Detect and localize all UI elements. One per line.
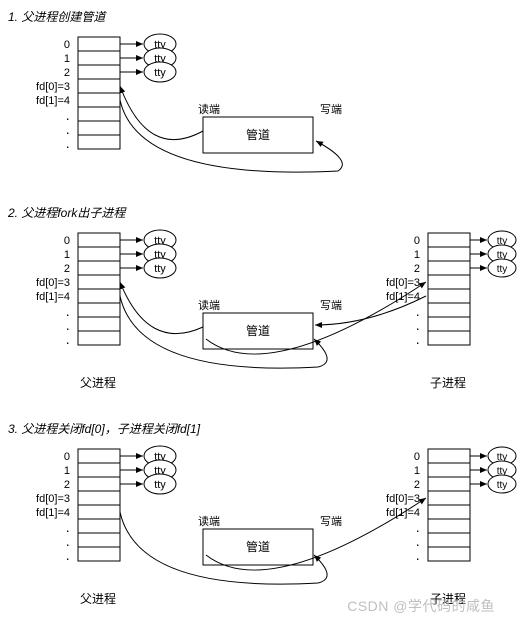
svg-text:tty: tty: [497, 264, 508, 275]
svg-text:0: 0: [414, 235, 420, 247]
tty-label: tty: [154, 67, 166, 79]
parent-table-3: 0 1 2 fd[0]=3 fd[1]=4 · · ·: [36, 449, 120, 566]
pipe-label: 管道: [246, 127, 270, 142]
svg-text:2: 2: [414, 263, 420, 275]
svg-text:写端: 写端: [320, 299, 342, 312]
svg-text:fd[0]=3: fd[0]=3: [386, 493, 420, 505]
diagram-3: 0 1 2 fd[0]=3 fd[1]=4 · · · tty tty tty …: [8, 443, 518, 618]
svg-text:0: 0: [414, 451, 420, 463]
svg-text:父进程: 父进程: [80, 591, 116, 606]
svg-text:tty: tty: [497, 480, 508, 491]
tty-group: tty tty tty: [120, 34, 176, 82]
dots: ·: [65, 138, 70, 154]
svg-text:管道: 管道: [246, 323, 270, 338]
svg-text:fd[0]=3: fd[0]=3: [36, 493, 70, 505]
pipe-box: 管道 读端 写端: [198, 102, 342, 153]
diagram-2: 0 1 2 fd[0]=3 fd[1]=4 · · · tty tty tty …: [8, 227, 518, 402]
svg-text:2: 2: [64, 479, 70, 491]
section-3: 3. 父进程关闭fd[0]，子进程关闭fd[1] 0 1 2 fd[0]=3 f…: [8, 420, 515, 618]
parent-tty-3: tty tty tty: [120, 446, 176, 494]
svg-text:tty: tty: [154, 479, 166, 491]
svg-text:子进程: 子进程: [430, 591, 466, 606]
child-caption: 子进程: [430, 375, 466, 390]
svg-text:fd[1]=4: fd[1]=4: [36, 291, 70, 303]
svg-text:·: ·: [65, 334, 70, 350]
section-3-title: 3. 父进程关闭fd[0]，子进程关闭fd[1]: [8, 420, 515, 437]
svg-text:·: ·: [415, 334, 420, 350]
svg-text:读端: 读端: [198, 298, 220, 312]
edge-read: [120, 86, 203, 140]
child-tty-3: tty tty tty: [470, 447, 516, 493]
svg-text:2: 2: [64, 263, 70, 275]
svg-text:·: ·: [415, 550, 420, 566]
edge-parent-read: [120, 282, 203, 334]
svg-text:0: 0: [64, 451, 70, 463]
parent-tty: tty tty tty: [120, 230, 176, 278]
svg-text:1: 1: [64, 465, 70, 477]
fd0-label: fd[0]=3: [36, 81, 70, 93]
svg-text:1: 1: [414, 465, 420, 477]
section-1-title: 1. 父进程创建管道: [8, 8, 515, 25]
svg-text:fd[0]=3: fd[0]=3: [386, 277, 420, 289]
svg-text:1: 1: [64, 249, 70, 261]
parent-caption: 父进程: [80, 375, 116, 390]
fd1-label: fd[1]=4: [36, 95, 70, 107]
read-end-label: 读端: [198, 102, 220, 116]
diagram-1: 0 1 2 fd[0]=3 fd[1]=4 · · · tty tty tty …: [8, 31, 508, 186]
svg-text:tty: tty: [154, 263, 166, 275]
child-table-3: 0 1 2 fd[0]=3 fd[1]=4 · · ·: [386, 449, 470, 566]
svg-text:写端: 写端: [320, 515, 342, 528]
section-1: 1. 父进程创建管道 0 1 2 fd[0]=3 fd[1]=4 · · ·: [8, 8, 515, 186]
svg-text:·: ·: [65, 550, 70, 566]
section-2-title: 2. 父进程fork出子进程: [8, 204, 515, 221]
parent-table: 0 1 2 fd[0]=3 fd[1]=4 · · ·: [36, 233, 120, 350]
svg-text:fd[0]=3: fd[0]=3: [36, 277, 70, 289]
pipe-box-3: 管道 读端 写端: [198, 514, 342, 565]
row-label: 1: [64, 53, 70, 65]
svg-text:管道: 管道: [246, 539, 270, 554]
svg-text:1: 1: [414, 249, 420, 261]
write-end-label: 写端: [320, 103, 342, 116]
svg-text:fd[1]=4: fd[1]=4: [36, 507, 70, 519]
pipe-box-2: 管道 读端 写端: [198, 298, 342, 349]
fd-table: 0 1 2 fd[0]=3 fd[1]=4 · · ·: [36, 37, 120, 154]
child-tty: tty tty tty: [470, 231, 516, 277]
svg-text:读端: 读端: [198, 514, 220, 528]
section-2: 2. 父进程fork出子进程 0 1 2 fd[0]=3 fd[1]=4 · ·…: [8, 204, 515, 402]
row-label: 2: [64, 67, 70, 79]
row-label: 0: [64, 39, 70, 51]
svg-text:0: 0: [64, 235, 70, 247]
svg-text:2: 2: [414, 479, 420, 491]
child-table: 0 1 2 fd[0]=3 fd[1]=4 · · ·: [386, 233, 470, 350]
